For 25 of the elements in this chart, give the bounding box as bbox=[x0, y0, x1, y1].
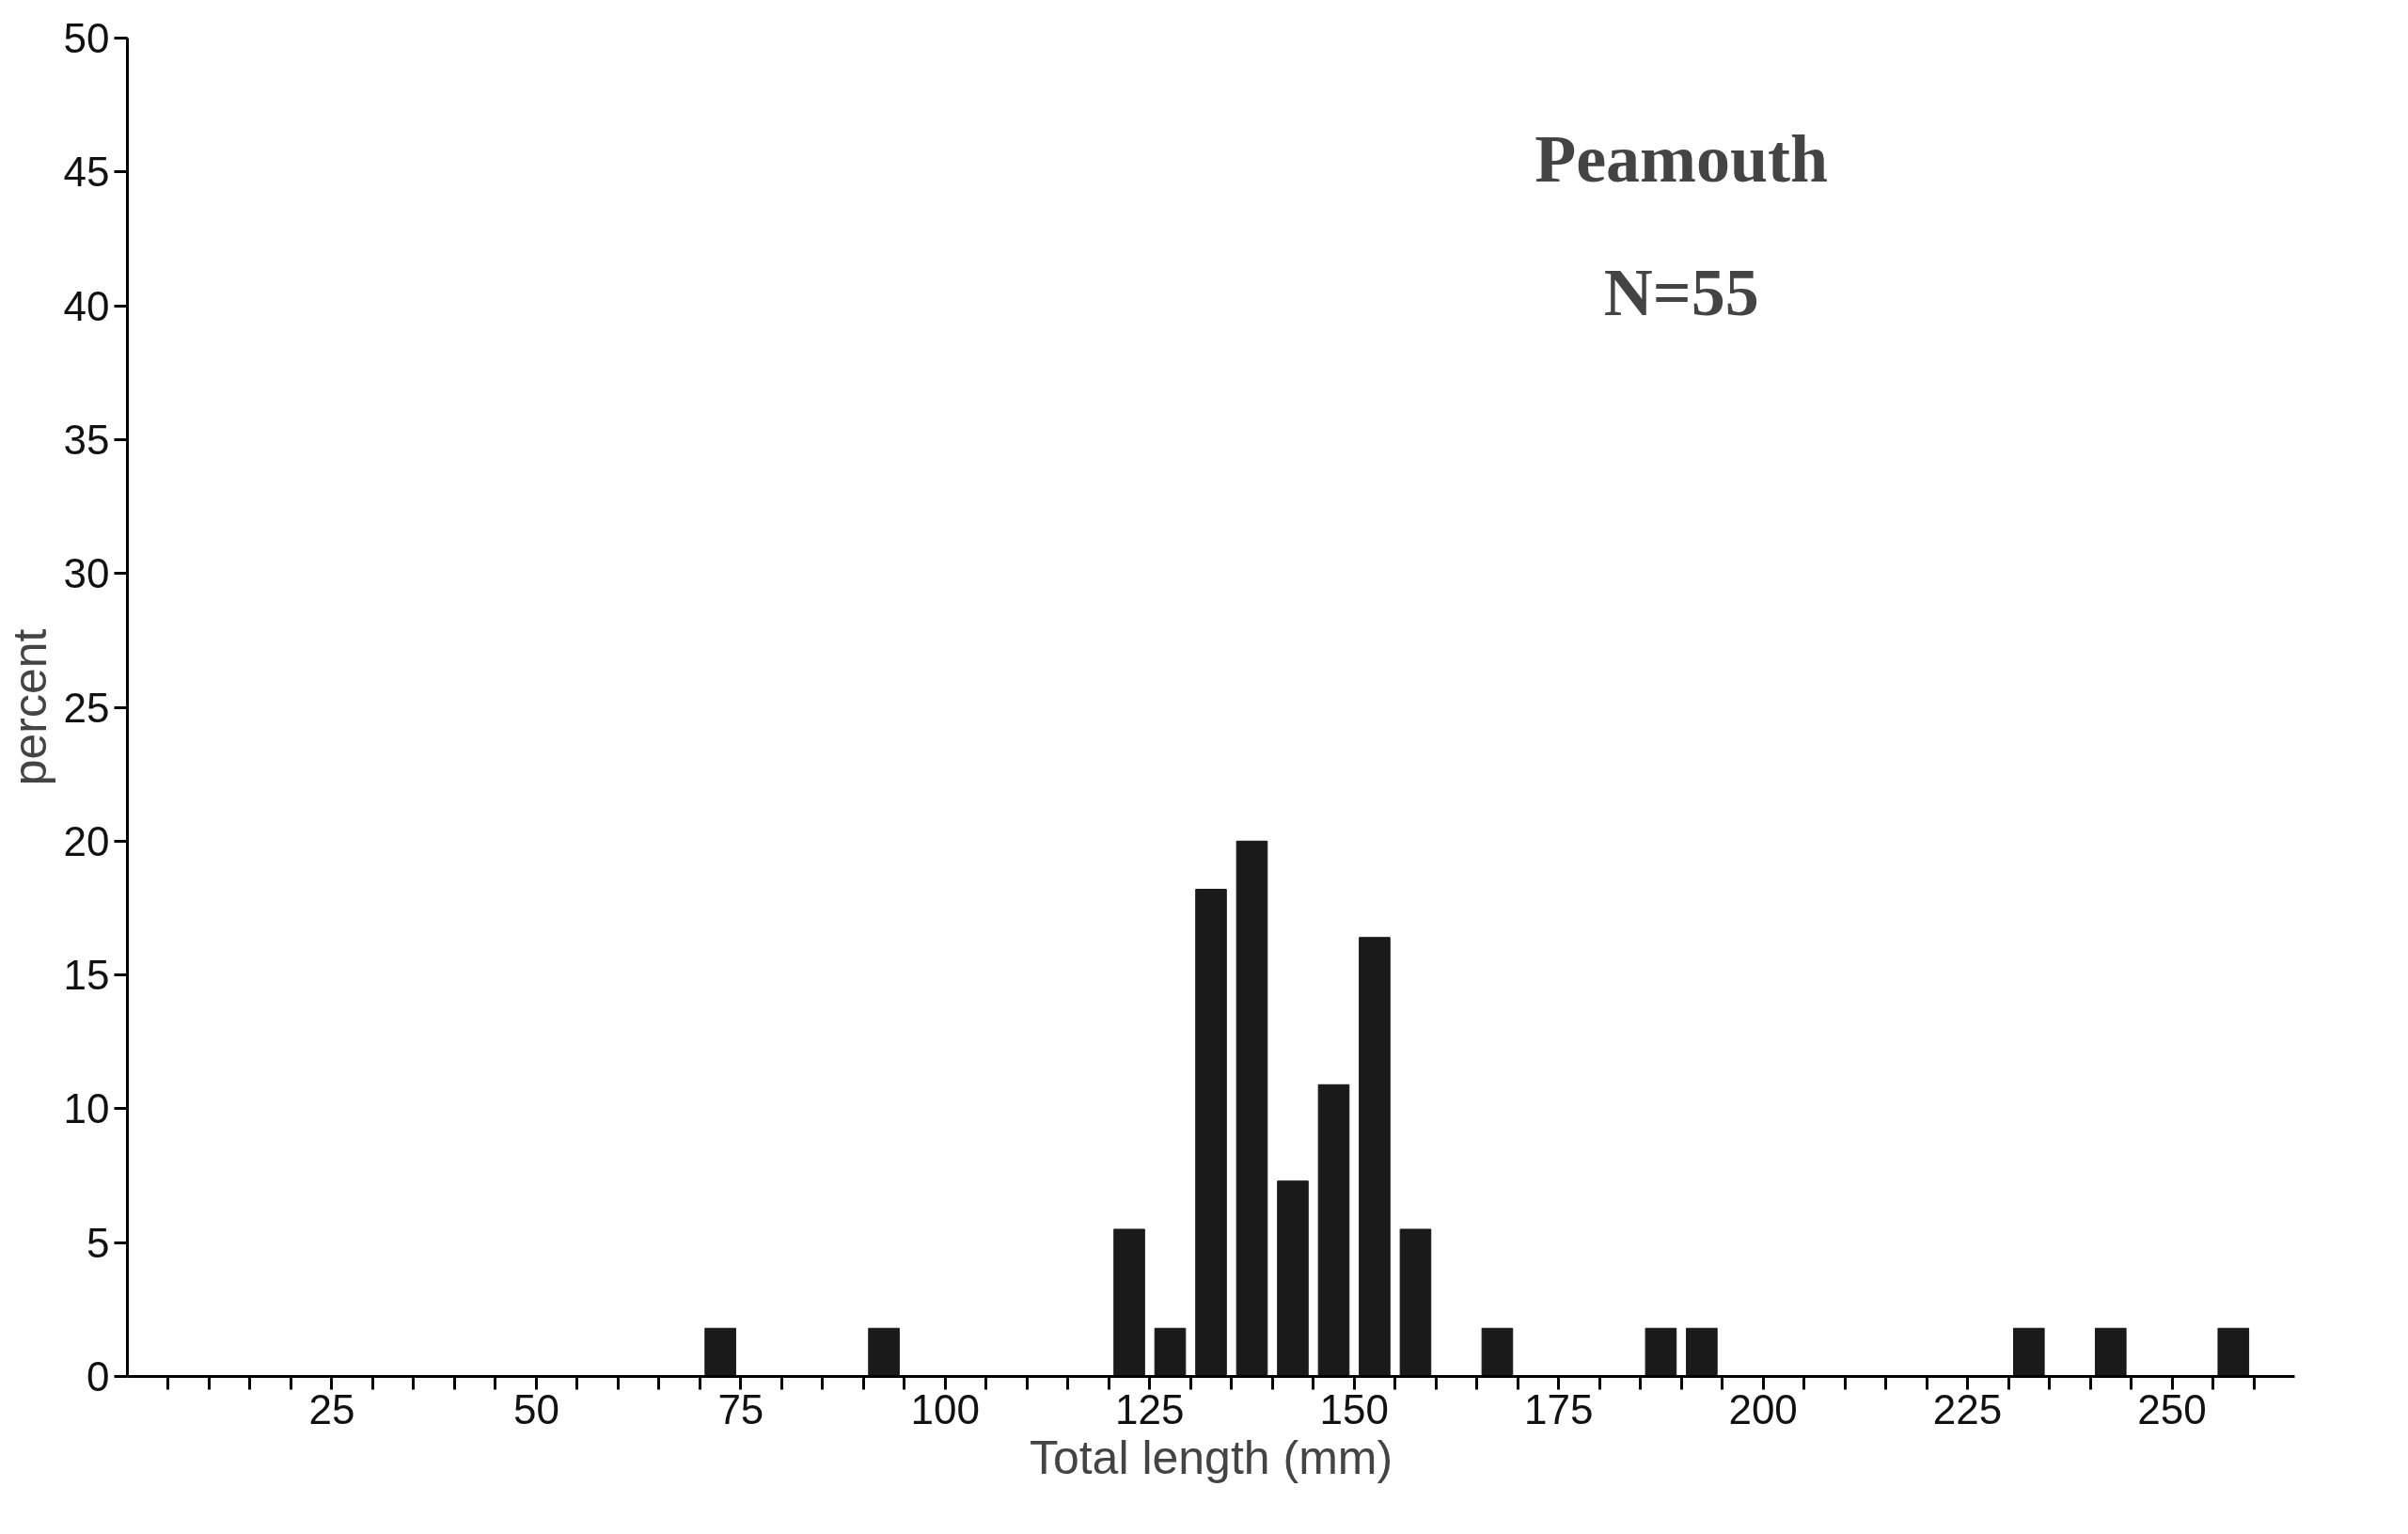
x-tick-label: 225 bbox=[1932, 1385, 2003, 1432]
x-tick-label: 250 bbox=[2137, 1385, 2207, 1432]
x-tick-label: 75 bbox=[717, 1385, 764, 1432]
y-tick-label: 35 bbox=[63, 416, 110, 463]
x-tick-label: 150 bbox=[1319, 1385, 1389, 1432]
y-tick-label: 15 bbox=[63, 952, 110, 999]
text: N=55 bbox=[1603, 254, 1759, 330]
x-tick-label: 25 bbox=[308, 1385, 355, 1432]
x-tick-label: 125 bbox=[1115, 1385, 1185, 1432]
x-tick-label: 200 bbox=[1728, 1385, 1798, 1432]
y-tick-label: 30 bbox=[63, 550, 110, 597]
y-tick-label: 25 bbox=[63, 684, 110, 731]
y-tick-label: 50 bbox=[63, 15, 110, 61]
x-tick-label: 100 bbox=[910, 1385, 981, 1432]
y-tick-label: 10 bbox=[63, 1085, 110, 1132]
y-tick-label: 45 bbox=[63, 149, 110, 196]
y-tick-label: 5 bbox=[87, 1219, 110, 1266]
y-tick-label: 0 bbox=[87, 1353, 110, 1400]
y-tick-label: 40 bbox=[63, 282, 110, 329]
x-tick-label: 50 bbox=[512, 1385, 559, 1432]
x-tick-label: 175 bbox=[1523, 1385, 1594, 1432]
y-tick-label: 20 bbox=[63, 817, 110, 864]
text: Peamouth bbox=[1535, 120, 1829, 197]
x-axis-title: Total length (mm) bbox=[1029, 1431, 1393, 1484]
y-axis-title: percent bbox=[3, 628, 56, 786]
